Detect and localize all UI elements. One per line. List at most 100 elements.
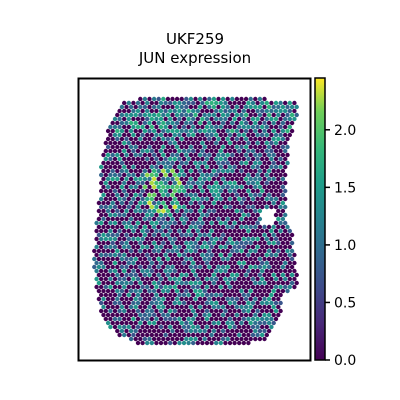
spot <box>108 188 113 194</box>
spot <box>168 132 173 138</box>
spot <box>161 144 166 150</box>
spot <box>105 136 111 142</box>
spot <box>110 152 115 158</box>
spot <box>241 252 246 258</box>
spot <box>260 188 265 194</box>
spot <box>202 200 207 206</box>
spot <box>188 240 194 246</box>
spot <box>207 248 212 254</box>
spot <box>276 296 281 302</box>
spot <box>168 116 173 122</box>
spot <box>218 132 223 138</box>
spot <box>126 148 131 154</box>
spot <box>126 276 131 282</box>
spot <box>211 224 217 230</box>
spot <box>230 208 235 214</box>
spot <box>248 256 253 262</box>
spot <box>271 120 276 126</box>
spot <box>126 324 131 330</box>
spot <box>128 200 134 206</box>
spot <box>119 104 125 110</box>
spot <box>131 164 136 170</box>
spot <box>161 224 166 230</box>
spot <box>239 264 244 270</box>
spot <box>105 176 111 182</box>
spot <box>257 280 263 286</box>
spot <box>241 228 246 234</box>
spot <box>191 196 196 202</box>
spot <box>163 236 168 242</box>
spot <box>260 180 265 186</box>
spot <box>99 212 104 218</box>
spot <box>119 120 125 126</box>
spot <box>204 308 210 314</box>
spot <box>283 284 288 290</box>
spot <box>105 312 111 318</box>
spot <box>191 100 196 106</box>
spot <box>147 176 152 182</box>
spot <box>214 268 219 274</box>
spot <box>149 228 154 234</box>
spot <box>253 208 258 214</box>
spot <box>202 184 207 190</box>
spot <box>200 308 205 314</box>
spot <box>99 180 104 186</box>
spot <box>195 212 200 218</box>
spot <box>243 336 249 342</box>
spot <box>145 108 150 114</box>
spot <box>105 144 111 150</box>
spot <box>161 160 166 166</box>
spot <box>115 176 120 182</box>
spot <box>158 204 164 210</box>
spot <box>248 336 253 342</box>
spot <box>207 216 212 222</box>
spot <box>283 132 288 138</box>
spot <box>216 312 221 318</box>
spot <box>168 212 173 218</box>
spot <box>103 180 109 186</box>
spot <box>255 268 260 274</box>
spot <box>154 332 159 338</box>
spot <box>145 332 150 338</box>
spot <box>285 152 290 158</box>
spot <box>207 256 212 262</box>
spot <box>287 252 292 258</box>
spot <box>184 160 189 166</box>
spot <box>128 320 134 326</box>
spot <box>158 140 164 146</box>
spot <box>126 180 131 186</box>
spot <box>280 104 286 110</box>
spot <box>271 272 276 278</box>
spot <box>92 256 97 262</box>
spot <box>255 332 260 338</box>
spot <box>266 184 272 190</box>
spot <box>250 268 256 274</box>
spot <box>218 300 223 306</box>
spot <box>124 208 129 214</box>
spot <box>154 268 159 274</box>
spot <box>156 320 161 326</box>
spot <box>165 168 171 174</box>
spot <box>264 268 269 274</box>
spot <box>197 328 203 334</box>
spot <box>241 116 246 122</box>
spot <box>255 236 260 242</box>
spot <box>145 236 150 242</box>
spot <box>119 296 125 302</box>
spot <box>255 172 260 178</box>
spot <box>216 96 221 102</box>
spot <box>239 152 244 158</box>
spot <box>149 188 154 194</box>
spot <box>101 304 106 310</box>
spot <box>202 216 207 222</box>
spot <box>276 216 281 222</box>
spot <box>202 232 207 238</box>
spot <box>241 156 246 162</box>
spot <box>230 304 235 310</box>
spot <box>128 232 134 238</box>
spot <box>218 308 223 314</box>
spot <box>239 160 244 166</box>
spot <box>230 104 235 110</box>
spot <box>172 260 177 266</box>
spot <box>197 208 203 214</box>
